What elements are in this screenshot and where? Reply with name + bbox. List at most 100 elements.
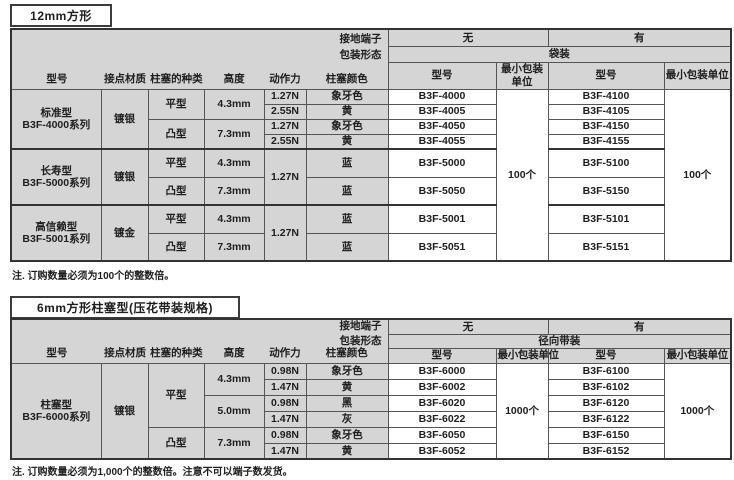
series-number: B3F-6000系列 xyxy=(22,410,91,423)
cell-model-with: B3F-6152 xyxy=(547,442,665,460)
header-min-unit-without-cell: 最小包装单位 xyxy=(495,61,549,90)
col-plunger-color-label: 柱塞颜色 xyxy=(325,73,368,86)
cell-operating-force: 1.47N xyxy=(263,410,307,428)
cell-height: 4.3mm xyxy=(203,362,265,396)
cell-operating-force: 1.27N xyxy=(263,148,307,206)
col-operating-force-label: 动作力 xyxy=(269,347,301,360)
section2-title: 6mm方形柱塞型(压花带装规格) xyxy=(36,301,213,315)
cell-model-without: B3F-6000 xyxy=(387,362,497,380)
cell-height: 7.3mm xyxy=(203,232,265,262)
cell-model-without: B3F-5050 xyxy=(387,176,497,206)
series-type: 标准型 xyxy=(40,106,73,119)
cell-plunger-color: 灰 xyxy=(305,410,389,428)
cell-series-name: 长寿型 B3F-5000系列 xyxy=(10,148,102,206)
cell-model-without: B3F-4000 xyxy=(387,88,497,105)
cell-model-with: B3F-6122 xyxy=(547,410,665,428)
cell-model-with: B3F-4155 xyxy=(547,133,665,150)
cell-model-with: B3F-4100 xyxy=(547,88,665,105)
cell-plunger-color: 黑 xyxy=(305,394,389,412)
col-contact-material-label: 接点材质 xyxy=(104,347,147,360)
cell-series-name: 柱塞型 B3F-6000系列 xyxy=(10,362,102,460)
cell-contact-material: 镀银 xyxy=(100,88,149,150)
cell-series-name: 标准型 B3F-4000系列 xyxy=(10,88,102,150)
cell-plunger-type: 平型 xyxy=(147,362,205,428)
table1-note: 注. 订购数量必须为100个的整数倍。 xyxy=(12,271,175,282)
series-number: B3F-5000系列 xyxy=(22,177,91,189)
cell-contact-material: 镀银 xyxy=(100,148,149,206)
cell-plunger-color: 蓝 xyxy=(305,204,389,234)
cell-model-without: B3F-5051 xyxy=(387,232,497,262)
cell-height: 4.3mm xyxy=(203,148,265,178)
cell-operating-force: 2.55N xyxy=(263,103,307,120)
packing-form-label: 包装形态 xyxy=(339,335,382,347)
cell-model-with: B3F-5101 xyxy=(547,204,665,234)
cell-series-name: 高信赖型 B3F-5001系列 xyxy=(10,204,102,262)
col-model-label: 型号 xyxy=(46,73,68,86)
cell-plunger-type: 平型 xyxy=(147,204,205,234)
col-plunger-color-label: 柱塞颜色 xyxy=(325,347,368,360)
cell-contact-material: 镀银 xyxy=(100,362,149,460)
cell-plunger-color: 蓝 xyxy=(305,176,389,206)
cell-height: 4.3mm xyxy=(203,204,265,234)
table1-column-labels: 型号 接点材质 柱塞的种类 高度 动作力 柱塞颜色 xyxy=(12,73,388,85)
table2-corner-labels: 接地端子 包装形态 xyxy=(340,319,382,348)
cell-min-unit-with: 100个 xyxy=(663,88,732,262)
cell-plunger-color: 黄 xyxy=(305,103,389,120)
cell-plunger-color: 黄 xyxy=(305,442,389,460)
cell-model-with: B3F-6150 xyxy=(547,426,665,444)
cell-height: 7.3mm xyxy=(203,176,265,206)
cell-plunger-type: 凸型 xyxy=(147,176,205,206)
header-model-without-cell: 型号 xyxy=(387,347,497,364)
cell-plunger-color: 蓝 xyxy=(305,232,389,262)
cell-model-without: B3F-6020 xyxy=(387,394,497,412)
header-packing-type-cell: 袋装 xyxy=(387,45,732,63)
cell-plunger-color: 黄 xyxy=(305,378,389,396)
section1-title: 12mm方形 xyxy=(30,9,92,23)
col-model-label: 型号 xyxy=(46,347,68,360)
cell-height: 7.3mm xyxy=(203,426,265,460)
cell-model-with: B3F-4150 xyxy=(547,118,665,135)
cell-plunger-color: 象牙色 xyxy=(305,362,389,380)
ground-terminal-label: 接地端子 xyxy=(339,320,382,332)
ground-terminal-label: 接地端子 xyxy=(339,33,382,45)
cell-model-without: B3F-4055 xyxy=(387,133,497,150)
header-model-with-cell: 型号 xyxy=(547,347,665,364)
header-packing-type-cell: 径向带装 xyxy=(387,333,732,349)
cell-operating-force: 0.98N xyxy=(263,394,307,412)
section2-title-box: 6mm方形柱塞型(压花带装规格) xyxy=(10,296,240,319)
series-type: 柱塞型 xyxy=(40,398,73,411)
cell-model-without: B3F-5001 xyxy=(387,204,497,234)
cell-model-without: B3F-5000 xyxy=(387,148,497,178)
col-contact-material-label: 接点材质 xyxy=(104,73,147,86)
header-with-cell: 有 xyxy=(547,318,732,335)
table2-column-labels: 型号 接点材质 柱塞的种类 高度 动作力 柱塞颜色 xyxy=(12,347,388,359)
header-without-cell: 无 xyxy=(387,28,549,47)
cell-model-with: B3F-5151 xyxy=(547,232,665,262)
cell-model-with: B3F-6120 xyxy=(547,394,665,412)
header-model-without-cell: 型号 xyxy=(387,61,497,90)
header-min-unit-with-cell: 最小包装单位 xyxy=(663,61,732,90)
header-min-unit-with-cell: 最小包装单位 xyxy=(663,347,732,364)
col-operating-force-label: 动作力 xyxy=(269,73,301,86)
cell-height: 7.3mm xyxy=(203,118,265,150)
section1-title-box: 12mm方形 xyxy=(10,4,112,27)
cell-plunger-color: 黄 xyxy=(305,133,389,150)
table1-header-left-cell: 接地端子 包装形态 型号 接点材质 柱塞的种类 高度 动作力 柱塞颜色 xyxy=(10,28,389,90)
cell-plunger-type: 平型 xyxy=(147,148,205,178)
col-height-label: 高度 xyxy=(223,347,245,360)
header-model-with-cell: 型号 xyxy=(547,61,665,90)
cell-operating-force: 1.47N xyxy=(263,378,307,396)
cell-plunger-color: 象牙色 xyxy=(305,118,389,135)
cell-model-with: B3F-4105 xyxy=(547,103,665,120)
cell-model-with: B3F-6102 xyxy=(547,378,665,396)
cell-plunger-color: 象牙色 xyxy=(305,426,389,444)
cell-operating-force: 1.27N xyxy=(263,204,307,262)
cell-model-with: B3F-5150 xyxy=(547,176,665,206)
cell-plunger-type: 凸型 xyxy=(147,426,205,460)
header-with-cell: 有 xyxy=(547,28,732,47)
col-plunger-type-label: 柱塞的种类 xyxy=(150,347,203,360)
cell-min-unit-with: 1000个 xyxy=(663,362,732,460)
cell-plunger-color: 象牙色 xyxy=(305,88,389,105)
table1-corner-labels: 接地端子 包装形态 xyxy=(340,31,382,63)
